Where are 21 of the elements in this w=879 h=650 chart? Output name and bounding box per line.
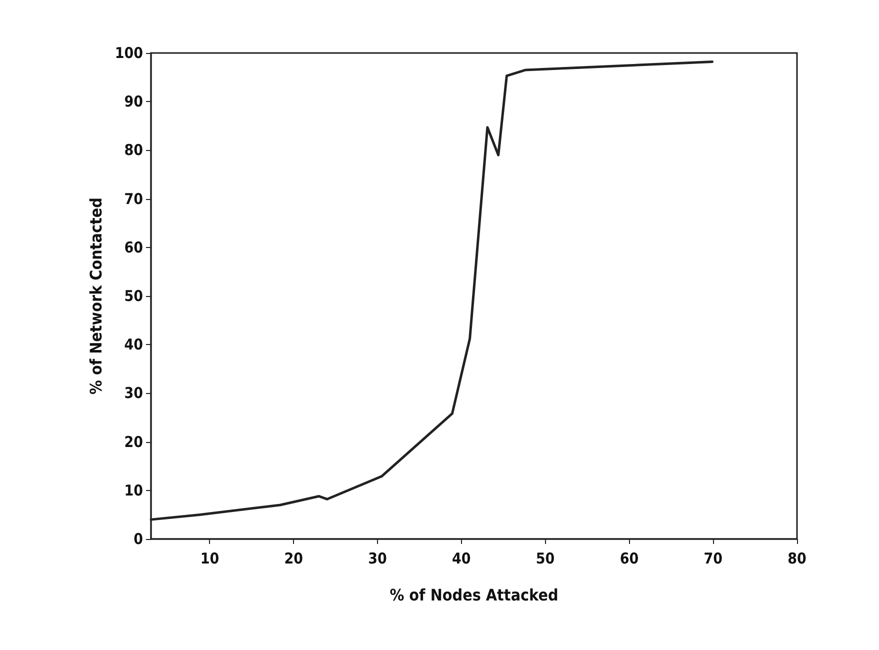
y-tick-label: 0 bbox=[134, 530, 143, 548]
y-tick-label: 40 bbox=[124, 336, 143, 354]
x-tick-label: 20 bbox=[284, 550, 304, 568]
x-tick-label: 70 bbox=[704, 550, 722, 568]
y-tick-label: 50 bbox=[124, 287, 143, 305]
y-axis-title: % of Network Contacted bbox=[86, 198, 106, 394]
y-tick-label: 10 bbox=[124, 481, 143, 500]
y-tick-label: 60 bbox=[124, 238, 143, 256]
x-axis-title: % of Nodes Attacked bbox=[390, 586, 558, 604]
y-tick-label: 80 bbox=[124, 141, 143, 160]
x-tick-label: 60 bbox=[620, 550, 639, 568]
y-tick-label: 20 bbox=[124, 432, 143, 451]
y-tick-label: 90 bbox=[124, 92, 143, 111]
y-tick-label: 100 bbox=[114, 44, 143, 62]
y-tick-label: 70 bbox=[124, 190, 143, 208]
x-tick-label: 40 bbox=[452, 550, 471, 568]
x-tick-label: 30 bbox=[368, 550, 387, 568]
y-tick-label: 30 bbox=[124, 384, 143, 402]
x-tick-label: 10 bbox=[200, 550, 220, 568]
x-tick-label: 80 bbox=[788, 550, 806, 568]
x-tick-label: 50 bbox=[536, 550, 555, 568]
